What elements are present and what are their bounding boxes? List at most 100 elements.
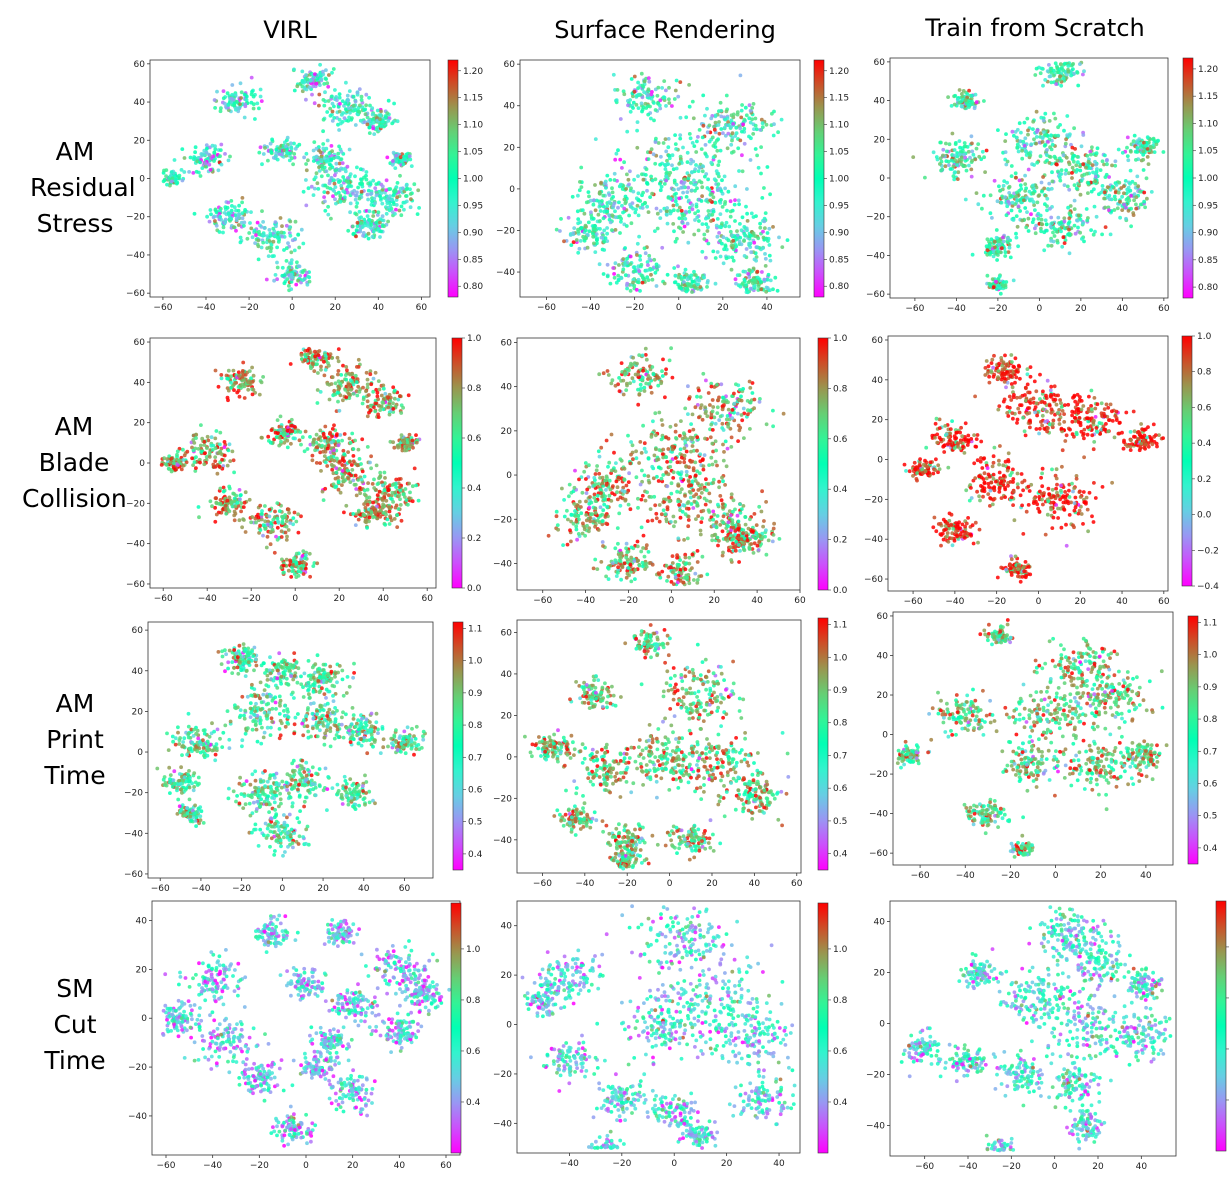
scatter-point — [990, 277, 995, 281]
scatter-point — [391, 401, 395, 406]
scatter-panel-r0-c2: −60 −40 −20 0 20 40 60−60−40−2002040600.800.85… — [866, 57, 1218, 314]
x-tick-label: 0 — [1037, 304, 1043, 314]
scatter-point — [335, 98, 339, 103]
scatter-point — [1066, 232, 1070, 237]
scatter-point — [363, 112, 368, 117]
scatter-point — [374, 220, 378, 225]
scatter-point — [313, 175, 318, 180]
scatter-point — [1039, 217, 1044, 222]
scatter-point — [281, 428, 286, 432]
scatter-point — [296, 233, 301, 237]
scatter-point — [696, 135, 700, 139]
scatter-point — [718, 239, 722, 243]
scatter-point — [321, 69, 325, 74]
scatter-point — [345, 190, 350, 195]
scatter-point — [678, 136, 683, 141]
scatter-point — [602, 248, 607, 252]
scatter-point — [253, 241, 257, 246]
scatter-point — [1025, 210, 1029, 215]
scatter-point — [632, 74, 637, 79]
scatter-point — [743, 105, 748, 110]
scatter-point — [218, 148, 223, 152]
scatter-point — [316, 353, 321, 357]
scatter-point — [240, 374, 245, 379]
scatter-point — [226, 158, 231, 163]
scatter-point — [1110, 184, 1115, 189]
scatter-point — [1093, 229, 1097, 234]
scatter-point — [613, 157, 618, 162]
scatter-point — [292, 67, 296, 72]
scatter-point — [402, 207, 406, 212]
scatter-point — [381, 383, 386, 388]
scatter-point — [738, 235, 743, 240]
scatter-point — [239, 509, 243, 514]
scatter-point — [329, 382, 334, 386]
scatter-point — [1037, 140, 1042, 145]
scatter-point — [299, 357, 304, 361]
scatter-point — [1075, 218, 1080, 223]
colorbar-tick-label: 1.15 — [463, 94, 483, 104]
scatter-point — [625, 172, 629, 177]
scatter-point — [316, 187, 321, 191]
scatter-point — [775, 288, 780, 293]
scatter-point — [1151, 136, 1156, 141]
scatter-point — [1072, 159, 1076, 164]
scatter-point — [1072, 126, 1076, 131]
scatter-point — [331, 67, 336, 71]
scatter-point — [634, 287, 639, 292]
scatter-point — [226, 398, 230, 403]
scatter-point — [323, 353, 328, 358]
scatter-point — [265, 534, 270, 539]
scatter-point — [1062, 128, 1066, 133]
x-tick-label: 40 — [1117, 304, 1129, 314]
scatter-point — [692, 178, 696, 183]
scatter-point — [628, 254, 633, 259]
scatter-point — [341, 175, 346, 179]
scatter-point — [1029, 142, 1034, 147]
scatter-point — [198, 174, 203, 178]
scatter-point — [969, 174, 974, 179]
scatter-point — [640, 95, 645, 100]
scatter-point — [685, 281, 690, 286]
scatter-point — [218, 154, 222, 159]
scatter-point — [610, 213, 615, 218]
scatter-point — [1064, 168, 1068, 173]
scatter-point — [293, 219, 298, 224]
x-tick-label: −40 — [581, 303, 600, 313]
scatter-point — [1053, 61, 1058, 66]
scatter-point — [693, 218, 697, 222]
scatter-point — [1125, 145, 1129, 150]
scatter-point — [1142, 140, 1146, 145]
scatter-point — [305, 447, 310, 451]
scatter-point — [607, 193, 612, 197]
scatter-point — [597, 262, 602, 267]
scatter-point — [242, 115, 247, 120]
scatter-point — [717, 231, 721, 235]
scatter-point — [371, 126, 376, 131]
scatter-point — [599, 180, 603, 185]
scatter-point — [1042, 248, 1047, 253]
scatter-point — [390, 162, 395, 167]
scatter-point — [761, 229, 765, 234]
scatter-point — [299, 353, 304, 357]
scatter-point — [684, 195, 689, 199]
scatter-point — [676, 187, 681, 192]
scatter-point — [1012, 133, 1016, 138]
scatter-point — [591, 234, 596, 239]
scatter-point — [723, 200, 728, 204]
scatter-point — [1001, 239, 1006, 244]
scatter-point — [658, 106, 663, 111]
scatter-point — [375, 108, 380, 113]
scatter-point — [664, 209, 669, 214]
scatter-point — [1133, 181, 1138, 186]
scatter-point — [357, 109, 361, 114]
scatter-point — [387, 412, 392, 417]
scatter-point — [704, 222, 709, 227]
scatter-point — [1005, 204, 1010, 209]
scatter-point — [685, 150, 690, 155]
scatter-point — [718, 254, 723, 259]
scatter-point — [301, 241, 306, 246]
scatter-point — [704, 255, 708, 260]
scatter-point — [610, 228, 614, 233]
scatter-point — [1026, 128, 1030, 133]
